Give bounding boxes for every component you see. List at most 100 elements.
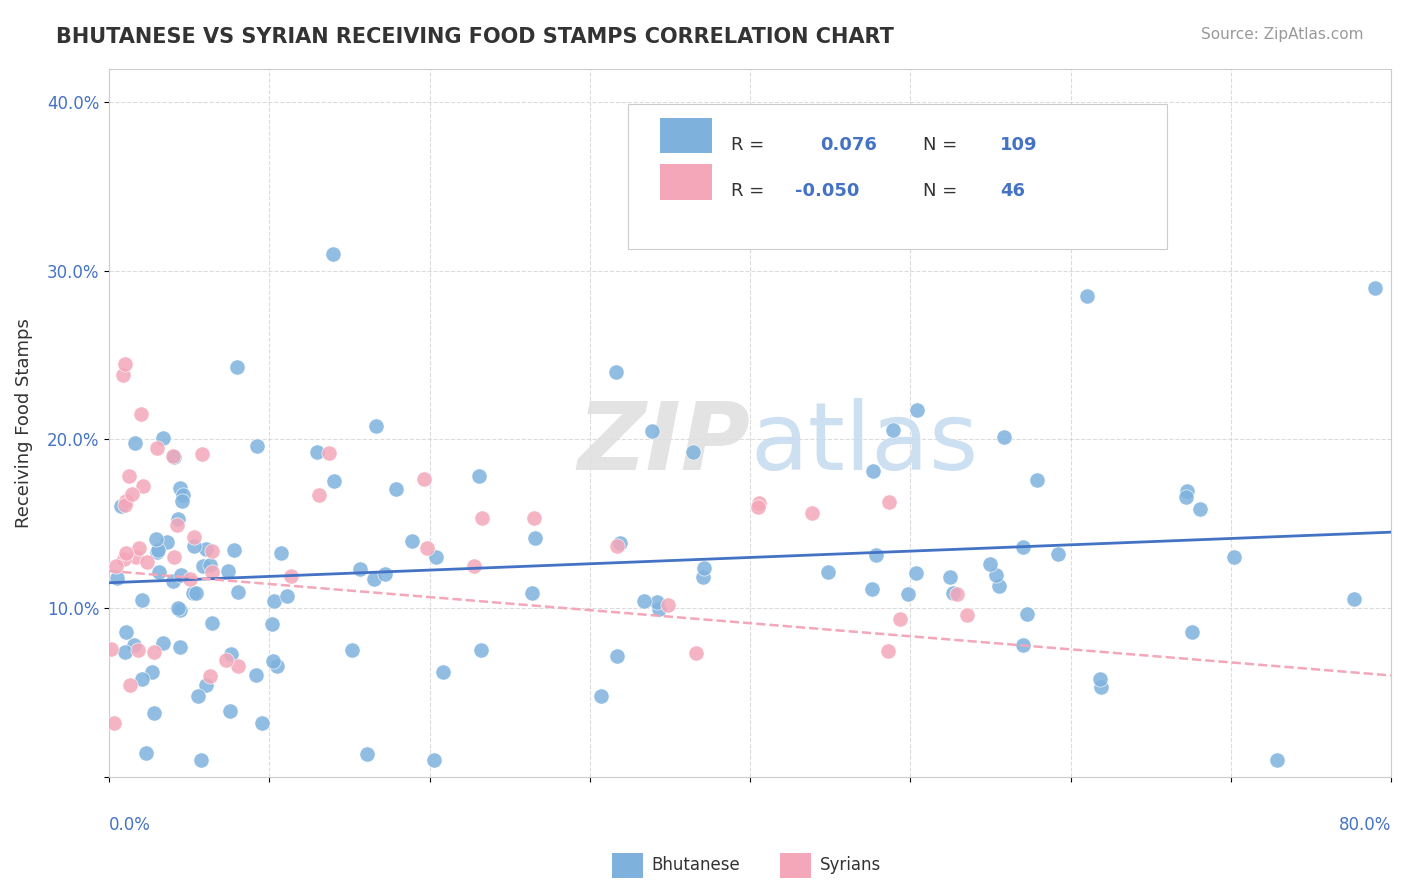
Y-axis label: Receiving Food Stamps: Receiving Food Stamps xyxy=(15,318,32,527)
Point xyxy=(897,586,920,600)
Point xyxy=(167,600,190,615)
Point xyxy=(685,646,707,660)
Point xyxy=(215,652,238,666)
Point xyxy=(363,573,385,587)
Point xyxy=(129,407,152,421)
Point xyxy=(946,587,969,601)
Point xyxy=(648,602,671,616)
Point xyxy=(657,598,679,612)
Point xyxy=(263,594,285,608)
Point xyxy=(201,544,224,558)
Point xyxy=(1012,638,1035,652)
Point xyxy=(183,530,205,544)
Point xyxy=(148,565,170,579)
Point xyxy=(120,678,142,692)
Point xyxy=(187,690,209,704)
Point xyxy=(416,541,439,555)
Point xyxy=(523,511,546,525)
Text: Bhutanese: Bhutanese xyxy=(651,856,740,874)
Text: R =: R = xyxy=(731,182,763,200)
Point xyxy=(276,589,298,603)
Point xyxy=(179,572,201,586)
Point xyxy=(219,647,242,661)
Point xyxy=(169,481,191,495)
Point xyxy=(115,493,138,508)
Point xyxy=(152,636,174,650)
Text: N =: N = xyxy=(924,182,957,200)
Point xyxy=(191,558,214,573)
Point xyxy=(470,642,492,657)
Point xyxy=(162,549,184,564)
Point xyxy=(226,658,249,673)
Point xyxy=(468,468,491,483)
Text: atlas: atlas xyxy=(749,398,979,490)
Point xyxy=(200,669,222,683)
Text: ZIP: ZIP xyxy=(578,398,749,490)
Point xyxy=(862,464,884,478)
Point xyxy=(225,359,247,374)
Point xyxy=(1017,607,1039,621)
Point xyxy=(142,645,165,659)
Point xyxy=(463,559,485,574)
Point xyxy=(114,625,136,640)
Point xyxy=(112,552,135,566)
Point xyxy=(270,546,292,560)
Point xyxy=(374,566,396,581)
Point xyxy=(146,543,169,558)
Point xyxy=(100,642,122,657)
Point xyxy=(693,560,716,574)
Point xyxy=(860,582,883,596)
Point xyxy=(280,569,302,583)
Point xyxy=(606,539,628,553)
Point xyxy=(118,469,141,483)
Point xyxy=(191,447,214,461)
Text: R =: R = xyxy=(731,136,763,153)
Point xyxy=(190,753,212,767)
Point xyxy=(142,706,165,720)
Bar xyxy=(661,164,711,200)
Point xyxy=(366,419,388,434)
Point xyxy=(984,567,1007,582)
Text: 0.0%: 0.0% xyxy=(110,815,150,833)
Text: Syrians: Syrians xyxy=(820,856,882,874)
Point xyxy=(645,595,668,609)
Point xyxy=(1012,541,1035,555)
Point xyxy=(260,617,283,632)
Text: BHUTANESE VS SYRIAN RECEIVING FOOD STAMPS CORRELATION CHART: BHUTANESE VS SYRIAN RECEIVING FOOD STAMP… xyxy=(56,27,894,46)
Point xyxy=(800,506,823,520)
Point xyxy=(1090,680,1112,694)
Point xyxy=(162,574,184,588)
Point xyxy=(262,654,284,668)
Point xyxy=(226,585,249,599)
Point xyxy=(432,665,454,679)
Point xyxy=(889,612,911,626)
Point xyxy=(162,450,184,464)
Point xyxy=(105,571,128,585)
Point xyxy=(132,479,155,493)
Text: 109: 109 xyxy=(1000,136,1038,153)
Point xyxy=(707,188,730,202)
Point xyxy=(145,533,167,547)
Point xyxy=(1267,753,1289,767)
Point xyxy=(114,645,136,659)
Point xyxy=(246,440,269,454)
Point xyxy=(166,518,188,533)
Point xyxy=(1090,673,1112,687)
Point xyxy=(245,668,267,682)
Point xyxy=(322,247,344,261)
Point xyxy=(318,445,340,459)
Point xyxy=(1343,591,1365,606)
Point xyxy=(124,436,146,450)
Point xyxy=(882,423,904,437)
Point xyxy=(308,488,330,502)
Point xyxy=(146,441,169,455)
Text: 46: 46 xyxy=(1000,182,1025,200)
Point xyxy=(877,495,900,509)
Point xyxy=(605,365,627,379)
Point xyxy=(131,672,153,686)
Point xyxy=(114,498,136,512)
Point xyxy=(156,535,179,549)
Point xyxy=(195,678,218,692)
Point xyxy=(181,586,204,600)
Point xyxy=(128,541,150,555)
